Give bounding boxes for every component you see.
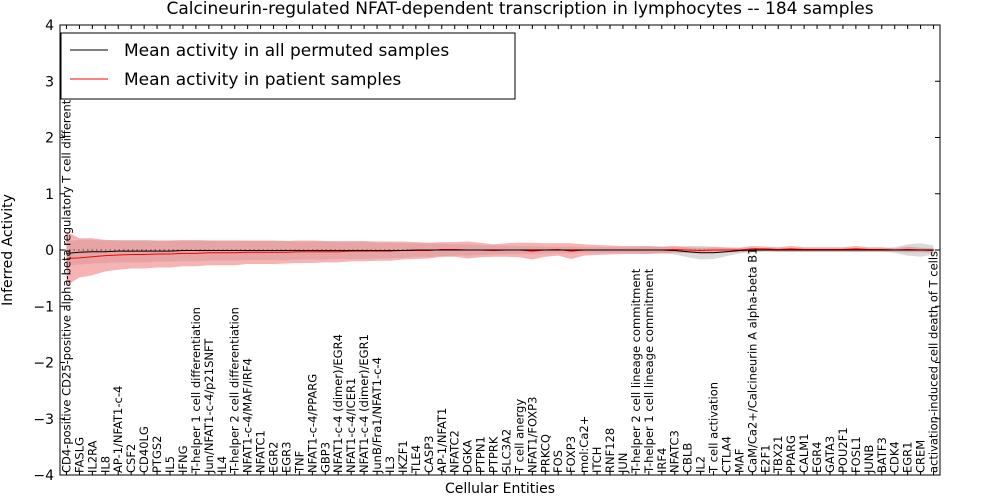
y-tick-label: −2	[33, 356, 54, 372]
category-label: FASLG	[72, 437, 86, 473]
confidence-bands	[66, 231, 934, 286]
category-label: NFATC3	[668, 430, 682, 473]
category-labels: CD4-positive CD25-positive alpha-beta re…	[59, 67, 940, 474]
category-label: CaM/Ca2+/Calcineurin A alpha-beta B1	[745, 248, 759, 473]
category-label: EGR4	[810, 442, 824, 474]
category-label: T-helper 1 cell lineage commitment	[642, 268, 656, 474]
category-label: activation-induced cell death of T cells	[927, 251, 941, 473]
y-tick-label: 3	[45, 74, 54, 90]
category-label: DGKA	[461, 440, 475, 473]
category-label: NFAT1-c-4 (dimer)/EGR1	[357, 334, 371, 473]
category-label: MAF	[732, 449, 746, 473]
y-axis-label: Inferred Activity	[0, 194, 16, 306]
category-label: EGR3	[279, 442, 293, 474]
category-label: CASP3	[422, 436, 436, 473]
y-tick-label: 1	[45, 187, 54, 203]
category-label: AP-1/NFAT1	[435, 408, 449, 473]
x-axis	[65, 25, 935, 475]
y-tick-label: 0	[45, 243, 54, 259]
y-tick-label: 4	[45, 18, 54, 34]
category-label: T cell anergy	[512, 399, 526, 474]
category-label: IL4	[215, 456, 229, 473]
category-label: IRF4	[655, 448, 669, 473]
category-label: NFAT1/FOXP3	[525, 397, 539, 473]
legend-label-permuted: Mean activity in all permuted samples	[124, 41, 449, 61]
category-label: Jun/NFAT1-c-4/p21SNFT	[202, 338, 216, 474]
category-label: TLE4	[409, 445, 423, 474]
category-label: GBP3	[318, 442, 332, 473]
category-label: POU2F1	[836, 427, 850, 473]
category-label: EGR2	[267, 442, 281, 474]
category-label: IL5	[163, 456, 177, 473]
chart-title: Calcineurin-regulated NFAT-dependent tra…	[166, 0, 873, 19]
category-label: IL2	[694, 456, 708, 473]
y-tick-label: 2	[45, 131, 54, 147]
category-label: EGR1	[901, 442, 915, 474]
category-label: T-helper 2 cell differentiation	[228, 307, 242, 474]
category-label: PTPRK	[487, 436, 501, 473]
category-label: SLC3A2	[499, 429, 513, 473]
category-label: CDK4	[888, 441, 902, 473]
category-label: FOS	[551, 450, 565, 473]
category-label: TNF	[292, 451, 306, 474]
y-tick-label: −3	[33, 412, 54, 428]
y-tick-label: −4	[33, 468, 54, 484]
category-label: CD4-positive CD25-positive alpha-beta re…	[59, 67, 73, 473]
category-label: IL2RA	[85, 440, 99, 473]
category-label: NFAT1-c-4/MAF/IRF4	[241, 358, 255, 473]
category-label: mol:Ca2+	[577, 416, 591, 473]
category-label: CD40LG	[137, 426, 151, 473]
category-label: CTLA4	[719, 436, 733, 473]
y-axis: −4 −3 −2 −1 0 1 2 3 4	[33, 18, 940, 484]
category-label: ITCH	[590, 447, 604, 473]
series-line-0	[66, 249, 934, 254]
band-1	[66, 231, 934, 286]
category-label: JUN	[616, 453, 630, 474]
category-label: E2F1	[758, 444, 772, 473]
series-lines	[66, 248, 934, 259]
category-label: IKZF1	[396, 440, 410, 473]
category-label: GATA3	[823, 436, 837, 473]
category-label: PRKCQ	[538, 434, 552, 473]
category-label: JunB/Fra1/NFAT1-c-4	[370, 357, 384, 474]
category-label: CBLB	[681, 443, 695, 473]
category-label: FOSL1	[849, 436, 863, 473]
category-label: CALM1	[797, 433, 811, 473]
category-label: NFATC1	[254, 430, 268, 473]
category-label: CSF2	[124, 444, 138, 473]
legend: Mean activity in all permuted samples Me…	[60, 32, 516, 100]
category-label: BATF3	[875, 437, 889, 473]
category-label: FOXP3	[564, 436, 578, 473]
category-label: PTPN1	[474, 436, 488, 473]
legend-box	[60, 32, 516, 100]
x-axis-label: Cellular Entities	[445, 481, 555, 497]
category-label: PPARG	[784, 435, 798, 473]
category-label: JUNB	[862, 445, 876, 474]
category-label: TBX21	[771, 436, 785, 474]
category-label: NFAT1-c-4 (dimer)/EGR4	[331, 334, 345, 473]
y-tick-label: −1	[33, 299, 54, 315]
category-label: PTGS2	[150, 436, 164, 474]
category-label: NFAT1-c-4/PPARG	[305, 374, 319, 473]
category-label: IFNG	[176, 445, 190, 473]
category-label: T cell activation	[707, 382, 721, 474]
category-label: IL8	[98, 456, 112, 473]
category-label: CREM	[914, 440, 928, 473]
category-label: NFATC2	[448, 430, 462, 473]
category-label: NFAT1-c-4/ICER1	[344, 378, 358, 473]
legend-label-patient: Mean activity in patient samples	[124, 70, 401, 90]
category-label: T-helper 2 cell lineage commitment	[629, 268, 643, 474]
category-label: RNF128	[603, 428, 617, 473]
category-label: AP-1/NFAT1-c-4	[111, 386, 125, 473]
category-label: T-helper 1 cell differentiation	[189, 307, 203, 474]
category-label: IL3	[383, 456, 397, 473]
